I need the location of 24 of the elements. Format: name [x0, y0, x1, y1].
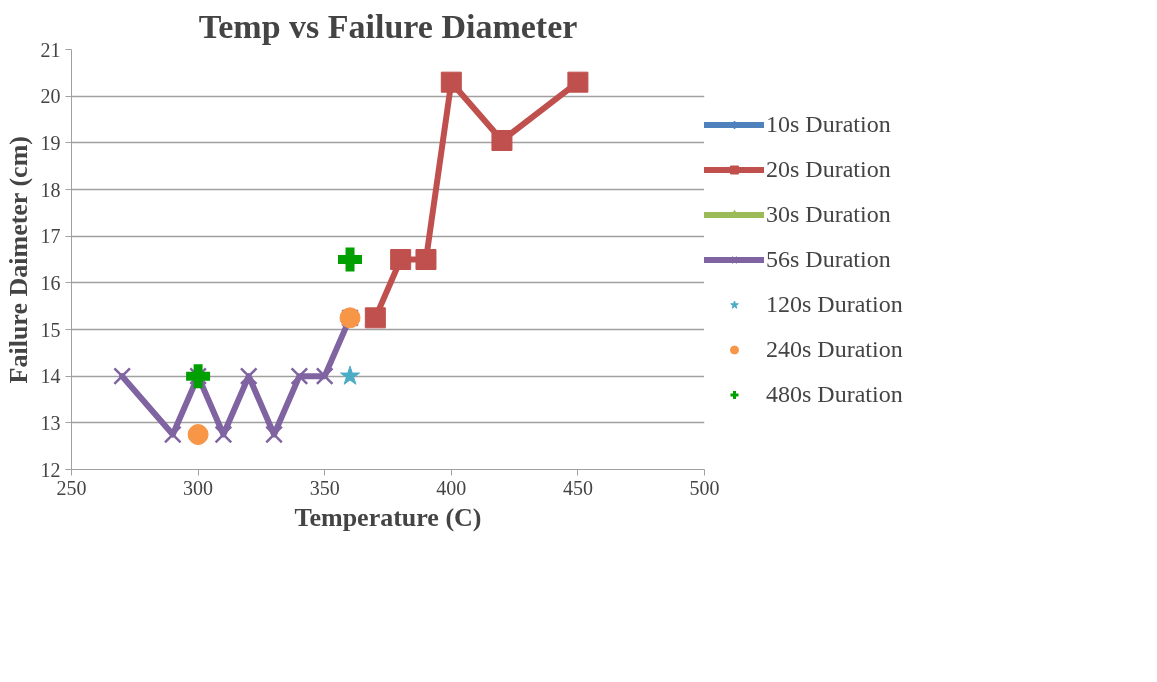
y-tick-label: 21	[40, 38, 61, 61]
legend-label: 30s Duration	[766, 200, 891, 228]
legend-label: 480s Duration	[766, 380, 903, 408]
y-tick-label: 16	[40, 271, 61, 294]
y-tick-label: 14	[40, 365, 61, 388]
y-tick-label: 13	[40, 411, 61, 434]
x-tick-label: 400	[436, 476, 467, 499]
y-tick-label: 18	[40, 178, 61, 201]
y-tick-label: 17	[40, 225, 61, 248]
x-tick-label: 350	[309, 476, 340, 499]
x-tick-label: 300	[183, 476, 214, 499]
legend-label: 240s Duration	[766, 335, 903, 363]
x-tick-label: 450	[562, 476, 593, 499]
legend-label: 10s Duration	[766, 110, 891, 138]
y-axis-title: Failure Daimeter (cm)	[3, 136, 33, 384]
legend-label: 56s Duration	[766, 245, 891, 273]
chart-title: Temp vs Failure Diameter	[198, 7, 578, 45]
y-tick-label: 20	[40, 85, 61, 108]
legend-label: 20s Duration	[766, 155, 891, 183]
y-tick-label: 15	[40, 318, 61, 341]
x-axis-title: Temperature (C)	[294, 502, 482, 532]
y-tick-label: 19	[40, 131, 61, 154]
legend-label: 120s Duration	[766, 290, 903, 318]
x-tick-label: 500	[689, 476, 720, 499]
